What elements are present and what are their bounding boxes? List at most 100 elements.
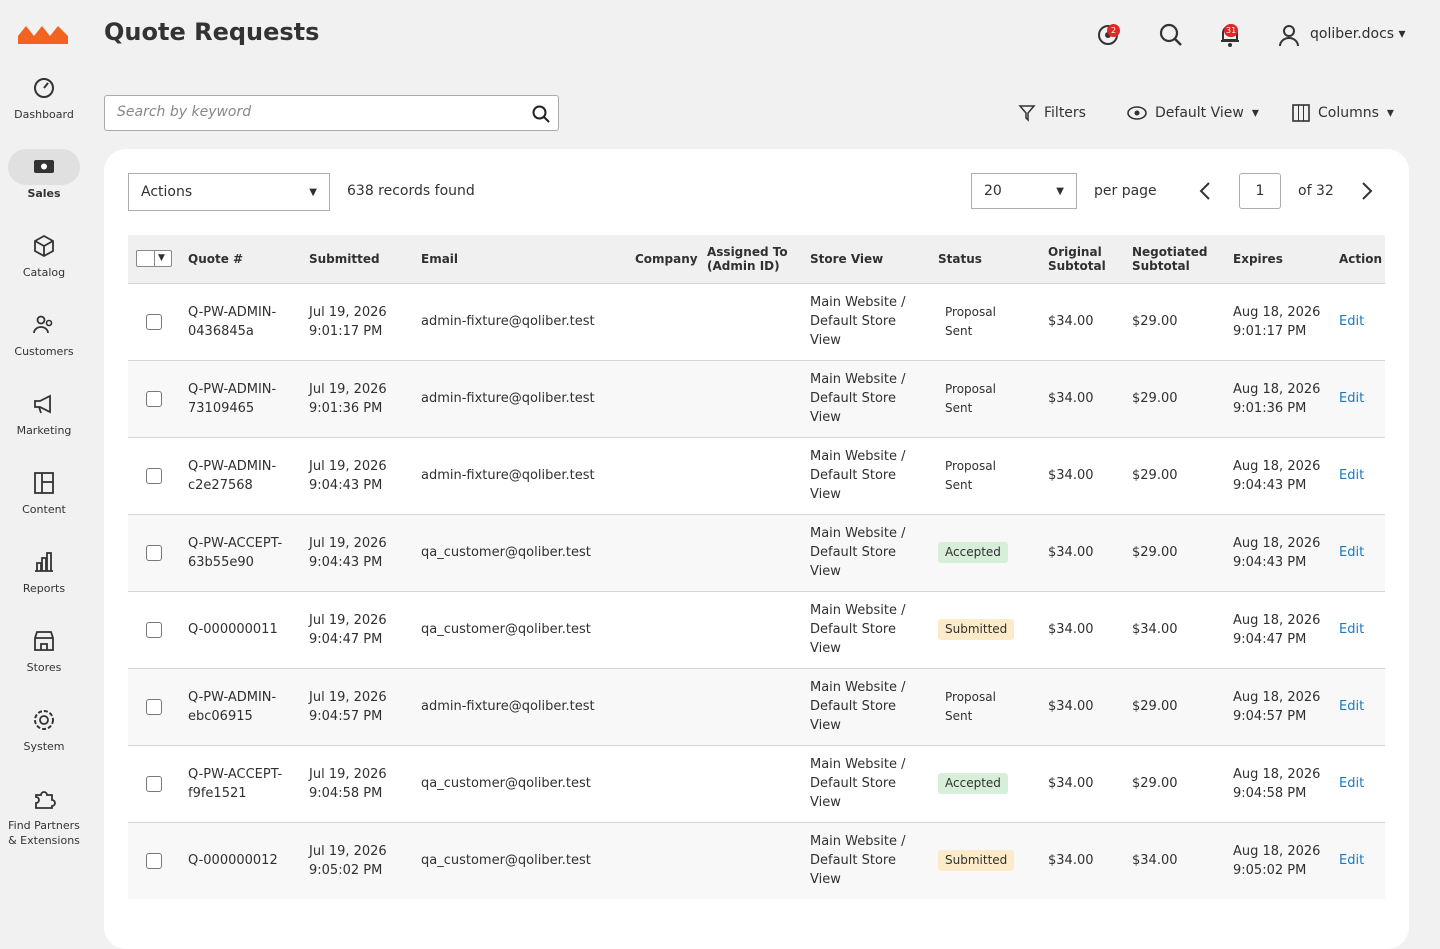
column-header[interactable]: Company xyxy=(627,235,699,283)
checkbox[interactable] xyxy=(146,313,162,330)
nav-item[interactable]: Catalog xyxy=(8,228,80,300)
nav-item[interactable]: Stores xyxy=(8,623,80,695)
status-badge: Submitted xyxy=(938,619,1015,640)
column-header[interactable]: Negotiated Subtotal xyxy=(1124,235,1225,283)
checkbox[interactable] xyxy=(146,852,162,869)
cell-text: $29.00 xyxy=(1132,545,1178,560)
cell-text: Aug 18, 2026 9:05:02 PM xyxy=(1233,843,1321,878)
cell: admin-fixture@qoliber.test xyxy=(413,436,627,514)
cell: Q-000000012 xyxy=(180,821,301,899)
cell xyxy=(627,590,699,668)
column-header[interactable]: Status xyxy=(930,235,1040,283)
cell: Main Website / Default Store View xyxy=(802,282,930,360)
cell xyxy=(627,359,699,437)
cell: Q-PW-ACCEPT-63b55e90 xyxy=(180,513,301,591)
checkbox[interactable] xyxy=(146,544,162,561)
edit-link[interactable]: Edit xyxy=(1339,776,1365,791)
columns-button[interactable]: Columns ▾ xyxy=(1292,104,1394,122)
column-header[interactable]: Expires xyxy=(1225,235,1331,283)
cell: $34.00 xyxy=(1124,590,1225,668)
checkbox[interactable] xyxy=(146,698,162,715)
cell xyxy=(699,282,802,360)
nav-item[interactable]: Marketing xyxy=(8,386,80,458)
nav-icon xyxy=(34,78,54,98)
cell: Jul 19, 2026 9:04:47 PM xyxy=(301,590,413,668)
cell: Proposal Sent xyxy=(930,359,1040,437)
nav-item[interactable]: Find Partners & Extensions xyxy=(8,781,80,853)
search-input[interactable]: Search by keyword xyxy=(104,95,559,131)
column-header[interactable]: Assigned To (Admin ID) xyxy=(699,235,802,283)
edit-link[interactable]: Edit xyxy=(1339,468,1365,483)
status-badge: Proposal Sent xyxy=(945,689,996,723)
nav-label: Catalog xyxy=(22,266,66,279)
nav-item[interactable]: System xyxy=(8,702,80,774)
grid-row: Q-000000012 Jul 19, 2026 9:05:02 PM qa_cus… xyxy=(128,821,1385,899)
search-button[interactable] xyxy=(532,105,550,123)
cell-text: Jul 19, 2026 9:04:57 PM xyxy=(309,689,387,724)
status-badge: Accepted xyxy=(938,542,1008,563)
status-badge: Proposal Sent xyxy=(945,381,996,415)
mass-select[interactable]: ▼ xyxy=(128,235,180,283)
column-header[interactable]: Email xyxy=(413,235,627,283)
cell-text: $34.00 xyxy=(1048,468,1094,483)
page-input[interactable]: 1 xyxy=(1239,173,1281,209)
edit-link[interactable]: Edit xyxy=(1339,314,1365,329)
filters-button[interactable]: Filters xyxy=(1018,104,1086,122)
cell: Q-PW-ADMIN-c2e27568 xyxy=(180,436,301,514)
checkbox[interactable] xyxy=(146,775,162,792)
checkbox[interactable] xyxy=(146,390,162,407)
cell: qa_customer@qoliber.test xyxy=(413,744,627,822)
checkbox[interactable] xyxy=(146,621,162,638)
cell-text: Main Website / Default Store View xyxy=(810,526,906,579)
nav-item[interactable]: Content xyxy=(8,465,80,537)
cell: $34.00 xyxy=(1040,359,1124,437)
cell: Edit xyxy=(1331,744,1385,822)
cell: Jul 19, 2026 9:04:58 PM xyxy=(301,744,413,822)
cell-text: Q-000000012 xyxy=(188,853,278,869)
cell: $29.00 xyxy=(1124,359,1225,437)
cell-text: admin-fixture@qoliber.test xyxy=(421,391,595,406)
cell-text: Jul 19, 2026 9:01:36 PM xyxy=(309,381,387,416)
per-page-select[interactable]: 20 ▼ xyxy=(971,173,1077,209)
column-header[interactable]: Quote # xyxy=(180,235,301,283)
view-switcher[interactable]: Default View ▾ xyxy=(1127,104,1259,122)
view-label: Default View xyxy=(1155,105,1244,121)
edit-link[interactable]: Edit xyxy=(1339,622,1365,637)
status-badge: Accepted xyxy=(938,773,1008,794)
column-header[interactable]: Store View xyxy=(802,235,930,283)
search-icon[interactable] xyxy=(1158,22,1184,48)
nav-item[interactable]: Customers xyxy=(8,307,80,379)
column-header[interactable]: Submitted xyxy=(301,235,413,283)
nav-item[interactable]: Sales xyxy=(8,149,80,221)
nav-item[interactable]: Reports xyxy=(8,544,80,616)
logo xyxy=(18,26,68,44)
column-header[interactable]: Action xyxy=(1331,235,1385,283)
edit-link[interactable]: Edit xyxy=(1339,391,1365,406)
row-select xyxy=(128,590,180,668)
edit-link[interactable]: Edit xyxy=(1339,545,1365,560)
cell: admin-fixture@qoliber.test xyxy=(413,282,627,360)
actions-select[interactable]: Actions ▼ xyxy=(128,173,330,211)
user-menu[interactable]: qoliber.docs ▾ xyxy=(1310,26,1406,42)
cell: Main Website / Default Store View xyxy=(802,744,930,822)
cell-text: $34.00 xyxy=(1132,853,1178,869)
cell: Aug 18, 2026 9:04:43 PM xyxy=(1225,513,1331,591)
records-count: 638 records found xyxy=(347,183,475,199)
cell: Jul 19, 2026 9:05:02 PM xyxy=(301,821,413,899)
column-header[interactable]: Original Subtotal xyxy=(1040,235,1124,283)
system-messages[interactable]: 2 xyxy=(1096,22,1120,52)
nav-item[interactable]: Dashboard xyxy=(8,70,80,142)
notifications[interactable]: 31 xyxy=(1218,22,1242,52)
cell: Aug 18, 2026 9:04:43 PM xyxy=(1225,436,1331,514)
cell-text: $29.00 xyxy=(1132,699,1178,714)
nav-icon xyxy=(35,791,56,809)
prev-page[interactable] xyxy=(1198,181,1212,201)
edit-link[interactable]: Edit xyxy=(1339,853,1365,869)
cell-text: $29.00 xyxy=(1132,776,1178,791)
cell: Edit xyxy=(1331,667,1385,745)
cell: $29.00 xyxy=(1124,282,1225,360)
cell: Proposal Sent xyxy=(930,282,1040,360)
checkbox[interactable] xyxy=(146,467,162,484)
next-page[interactable] xyxy=(1360,181,1374,201)
edit-link[interactable]: Edit xyxy=(1339,699,1365,714)
